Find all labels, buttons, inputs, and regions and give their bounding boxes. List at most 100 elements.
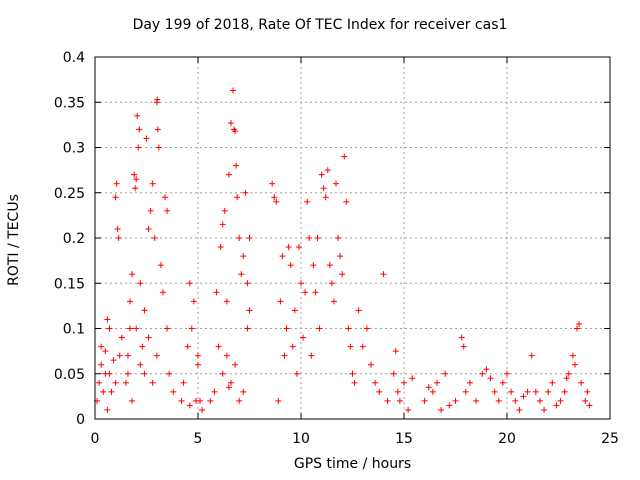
data-point — [186, 280, 193, 287]
chart-title: Day 199 of 2018, Rate Of TEC Index for r… — [132, 17, 508, 33]
data-point — [504, 370, 510, 377]
data-point — [306, 235, 313, 241]
data-point — [277, 298, 284, 305]
data-point — [213, 289, 220, 296]
data-point — [236, 235, 243, 241]
data-point — [108, 388, 115, 395]
data-point — [178, 397, 185, 404]
data-point — [405, 406, 412, 413]
data-point — [392, 348, 399, 355]
data-point — [98, 343, 105, 350]
data-point — [279, 253, 286, 260]
data-point — [238, 271, 245, 278]
data-point — [553, 402, 560, 409]
y-tick-label: 0.35 — [54, 95, 85, 111]
data-point — [576, 320, 583, 327]
data-point — [281, 352, 288, 359]
data-point — [217, 244, 224, 251]
data-point — [316, 325, 323, 332]
data-point — [129, 397, 136, 404]
data-point — [337, 253, 344, 260]
data-point — [574, 325, 581, 332]
y-tick-label: 0.15 — [54, 276, 85, 292]
data-point — [137, 280, 144, 287]
data-point — [295, 244, 302, 251]
data-point — [333, 180, 340, 187]
data-point — [322, 194, 329, 201]
data-point — [215, 343, 222, 350]
data-point — [246, 235, 253, 241]
data-point — [421, 397, 428, 404]
data-point — [227, 379, 234, 386]
data-point — [308, 352, 315, 359]
data-point — [283, 325, 290, 332]
data-point — [127, 325, 134, 332]
data-point — [139, 343, 146, 350]
data-point — [197, 397, 204, 404]
data-point — [549, 379, 556, 386]
data-point — [310, 262, 317, 269]
data-point — [293, 370, 300, 377]
data-point — [225, 384, 232, 391]
data-point — [473, 397, 480, 404]
data-point — [136, 126, 143, 133]
data-point — [569, 352, 576, 359]
data-point — [154, 126, 161, 133]
data-point — [207, 397, 214, 404]
y-tick-label: 0.1 — [63, 322, 85, 338]
data-point — [578, 379, 585, 386]
y-tick-label: 0.4 — [63, 50, 85, 66]
data-point — [300, 334, 307, 341]
data-point — [115, 235, 122, 241]
data-point — [112, 379, 119, 386]
x-tick-label: 20 — [498, 431, 516, 447]
grid-lines — [95, 57, 610, 419]
data-point — [343, 198, 350, 205]
data-point — [458, 334, 465, 341]
data-point — [302, 289, 309, 296]
data-point — [129, 271, 136, 278]
data-point — [223, 352, 230, 359]
data-point — [563, 375, 570, 382]
data-point — [104, 406, 111, 413]
data-point — [273, 198, 280, 205]
data-point — [582, 397, 589, 404]
data-point — [113, 180, 120, 187]
x-tick-label: 0 — [91, 431, 100, 447]
data-point — [394, 388, 401, 395]
data-point — [184, 343, 191, 350]
data-point — [106, 370, 113, 377]
data-point — [96, 379, 103, 386]
data-point — [565, 370, 572, 377]
data-point — [330, 298, 337, 305]
data-point — [159, 289, 166, 296]
data-point — [104, 316, 111, 323]
data-point — [287, 262, 294, 269]
data-point — [164, 325, 171, 332]
data-point — [368, 361, 375, 368]
plot-frame — [94, 56, 611, 420]
data-point — [341, 153, 348, 160]
data-point — [320, 185, 327, 192]
data-point — [269, 180, 276, 187]
data-point — [520, 393, 527, 400]
data-point — [462, 388, 469, 395]
data-point — [460, 343, 467, 350]
data-point — [351, 379, 358, 386]
data-point — [134, 112, 141, 119]
data-point — [324, 167, 331, 174]
data-point — [289, 343, 296, 350]
data-point — [372, 379, 379, 386]
data-point — [149, 379, 156, 386]
data-point — [335, 235, 342, 241]
data-point — [401, 379, 407, 386]
data-point — [219, 221, 226, 228]
data-point — [153, 352, 160, 359]
data-point — [236, 397, 243, 404]
data-point — [180, 379, 187, 386]
data-point — [122, 379, 129, 386]
data-point — [112, 194, 119, 201]
data-point — [487, 375, 494, 382]
data-point — [232, 361, 239, 368]
